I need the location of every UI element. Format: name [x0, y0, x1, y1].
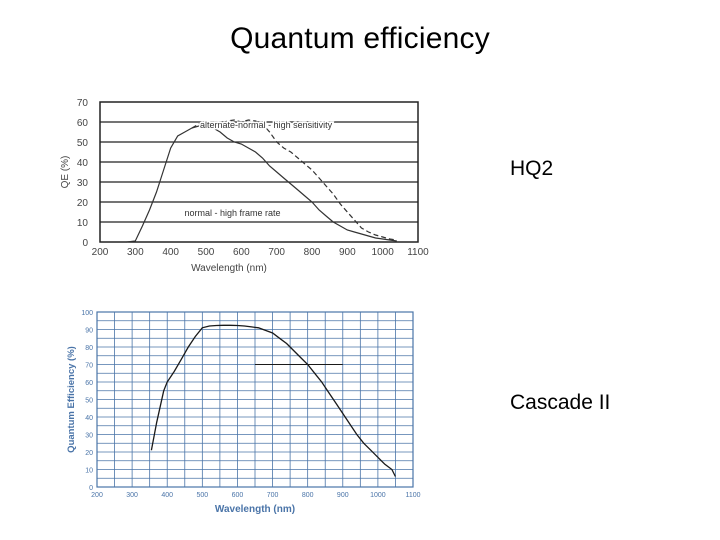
x-tick-label: 1100: [407, 247, 429, 258]
y-tick-label: 50: [77, 138, 89, 149]
y-tick-label: 20: [85, 450, 93, 457]
plot-frame: [96, 311, 414, 488]
x-tick-label: 1100: [405, 492, 420, 499]
y-tick-label: 20: [77, 198, 89, 209]
y-axis-title: Quantum Efficiency (%): [66, 346, 77, 453]
chart-label-cascade: Cascade II: [510, 391, 611, 414]
y-axis-title: QE (%): [60, 156, 71, 189]
y-tick-label: 70: [77, 98, 89, 109]
slide-title: Quantum efficiency: [230, 22, 490, 55]
y-tick-label: 0: [89, 485, 93, 492]
y-tick-label: 30: [77, 178, 89, 189]
y-tick-label: 30: [85, 433, 93, 440]
x-tick-label: 300: [126, 492, 138, 499]
y-tick-label: 10: [77, 218, 89, 229]
x-tick-label: 500: [198, 247, 215, 258]
y-tick-label: 0: [82, 238, 88, 249]
x-tick-label: 700: [268, 247, 285, 258]
series-line-qe: [150, 324, 396, 477]
x-tick-label: 400: [162, 247, 179, 258]
y-tick-label: 40: [85, 415, 93, 422]
x-tick-label: 800: [302, 492, 314, 499]
x-tick-label: 200: [91, 492, 103, 499]
plot-frame: [99, 101, 419, 243]
annotation-high-frame-rate: normal - high frame rate: [184, 208, 280, 218]
y-tick-label: 80: [85, 345, 93, 352]
x-tick-label: 400: [161, 492, 173, 499]
y-tick-label: 60: [77, 118, 89, 129]
x-tick-label: 600: [232, 492, 244, 499]
series-line-high-frame-rate: [126, 123, 397, 243]
x-tick-label: 700: [267, 492, 279, 499]
y-tick-label: 70: [85, 363, 93, 370]
chart-label-hq2: HQ2: [510, 157, 554, 180]
y-tick-label: 100: [81, 310, 93, 317]
y-tick-label: 40: [77, 158, 89, 169]
x-tick-label: 900: [337, 492, 349, 499]
y-tick-label: 10: [85, 468, 93, 475]
x-tick-label: 300: [127, 247, 144, 258]
y-tick-label: 50: [85, 398, 93, 405]
x-tick-label: 600: [233, 247, 250, 258]
x-axis-title: Wavelength (nm): [191, 263, 267, 274]
x-tick-label: 1000: [372, 247, 395, 258]
annotation-high-sensitivity: alternate-normal - high sensitivity: [200, 120, 333, 130]
x-tick-label: 800: [304, 247, 321, 258]
x-tick-label: 900: [339, 247, 356, 258]
x-tick-label: 200: [92, 247, 109, 258]
x-tick-label: 1000: [370, 492, 386, 499]
y-tick-label: 60: [85, 380, 93, 387]
x-tick-label: 500: [196, 492, 208, 499]
x-axis-title: Wavelength (nm): [215, 504, 295, 515]
series-line-high-sensitivity: [191, 119, 397, 241]
y-tick-label: 90: [85, 328, 93, 335]
